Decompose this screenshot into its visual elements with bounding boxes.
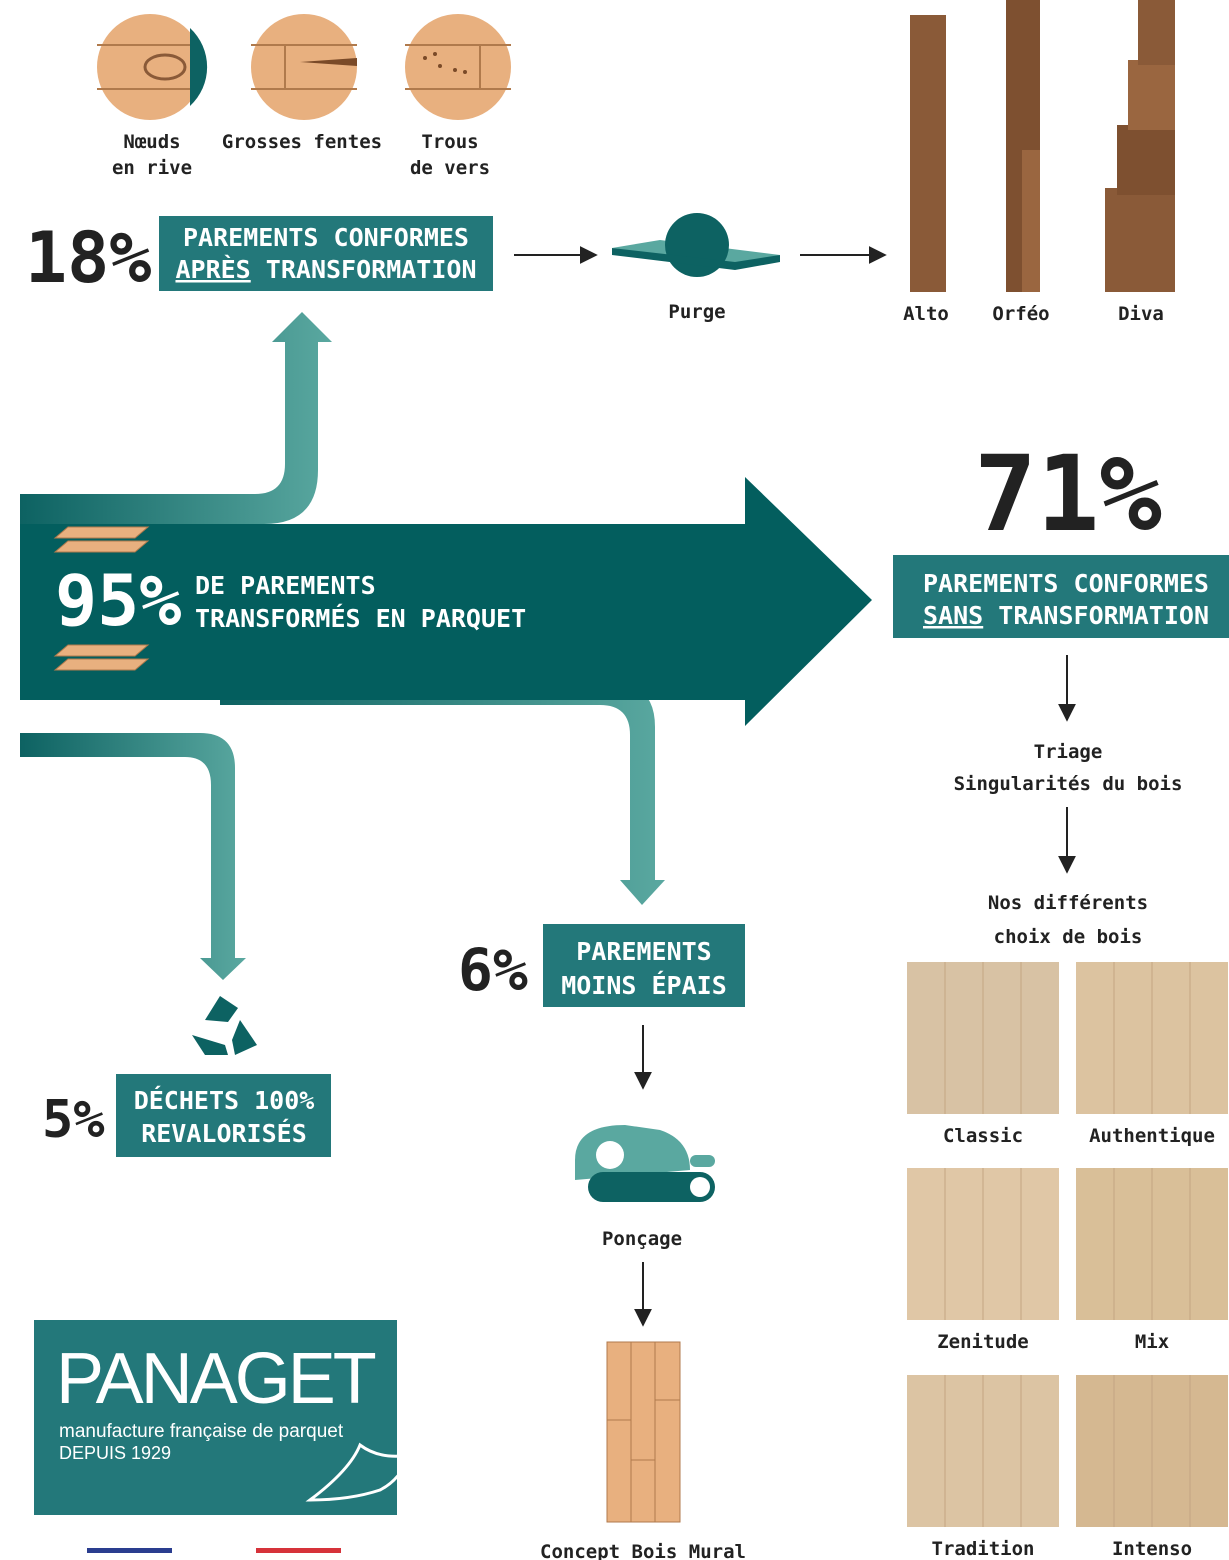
flag-blue xyxy=(87,1548,172,1553)
box xyxy=(543,924,745,1007)
box-text: PAREMENTS CONFORMES xyxy=(923,569,1209,598)
percent: 71% xyxy=(974,433,1162,555)
underlined: APRÈS xyxy=(175,255,250,284)
product-label: Alto xyxy=(903,303,949,325)
rest: TRANSFORMATION xyxy=(998,601,1209,630)
product-label: Concept Bois Mural xyxy=(540,1541,746,1560)
main-text: TRANSFORMÉS EN PARQUET xyxy=(195,604,526,633)
logo-since: DEPUIS 1929 xyxy=(59,1443,171,1463)
box-text: PAREMENTS xyxy=(576,937,711,966)
box xyxy=(116,1074,331,1157)
main-text: DE PAREMENTS xyxy=(195,571,376,600)
saw-icon xyxy=(612,213,780,277)
percent: 18% xyxy=(25,217,151,299)
box-text: PAREMENTS CONFORMES xyxy=(183,223,469,252)
percent: 6% xyxy=(458,936,528,1004)
box-text: APRÈS TRANSFORMATION xyxy=(175,255,476,284)
choices-title: choix de bois xyxy=(994,926,1143,948)
percent: 95% xyxy=(55,560,181,642)
wood-swatches xyxy=(907,962,1228,1527)
leaf-icon xyxy=(305,1442,413,1502)
recycle-icon xyxy=(192,996,257,1055)
box xyxy=(159,216,493,291)
main-arrow xyxy=(20,477,872,726)
defect-label: Nœuds xyxy=(123,131,180,153)
product-label: Diva xyxy=(1118,303,1164,325)
logo-tagline: manufacture française de parquet xyxy=(59,1421,344,1442)
percent: 5% xyxy=(42,1090,105,1150)
logo-name: PANAGET xyxy=(56,1339,376,1419)
box-text: REVALORISÉS xyxy=(141,1119,307,1148)
defect-label: Trous xyxy=(421,131,478,153)
flow-waste xyxy=(20,733,246,980)
wood-label: Tradition xyxy=(932,1538,1035,1560)
defect-label: Grosses fentes xyxy=(222,131,382,153)
underlined: SANS xyxy=(923,601,983,630)
wood-label: Mix xyxy=(1135,1331,1169,1353)
box xyxy=(893,555,1229,638)
flow-up xyxy=(20,312,332,524)
sander-icon xyxy=(575,1125,715,1202)
flow-down xyxy=(220,682,665,905)
wall-panel-icon xyxy=(606,1341,681,1523)
step-label: Triage xyxy=(1034,741,1103,763)
flag-red xyxy=(256,1548,341,1553)
wood-label: Classic xyxy=(943,1125,1023,1147)
step-label: Ponçage xyxy=(602,1228,682,1250)
choices-title: Nos différents xyxy=(988,892,1148,914)
plank-icons xyxy=(53,526,150,671)
rest: TRANSFORMATION xyxy=(266,255,477,284)
defect-icons xyxy=(97,14,511,120)
board-icons xyxy=(910,0,1175,292)
logo-box xyxy=(34,1320,397,1515)
wood-label: Intenso xyxy=(1112,1538,1192,1560)
wood-label: Authentique xyxy=(1089,1125,1215,1147)
step-label: Purge xyxy=(668,301,725,323)
product-label: Orféo xyxy=(992,303,1049,325)
wood-label: Zenitude xyxy=(937,1331,1029,1353)
box-text: MOINS ÉPAIS xyxy=(561,971,727,1000)
box-text: DÉCHETS 100% xyxy=(134,1086,315,1115)
defect-label: de vers xyxy=(410,157,490,179)
step-sub: Singularités du bois xyxy=(954,773,1183,795)
box-text: SANS TRANSFORMATION xyxy=(923,601,1209,630)
defect-label: en rive xyxy=(112,157,192,179)
